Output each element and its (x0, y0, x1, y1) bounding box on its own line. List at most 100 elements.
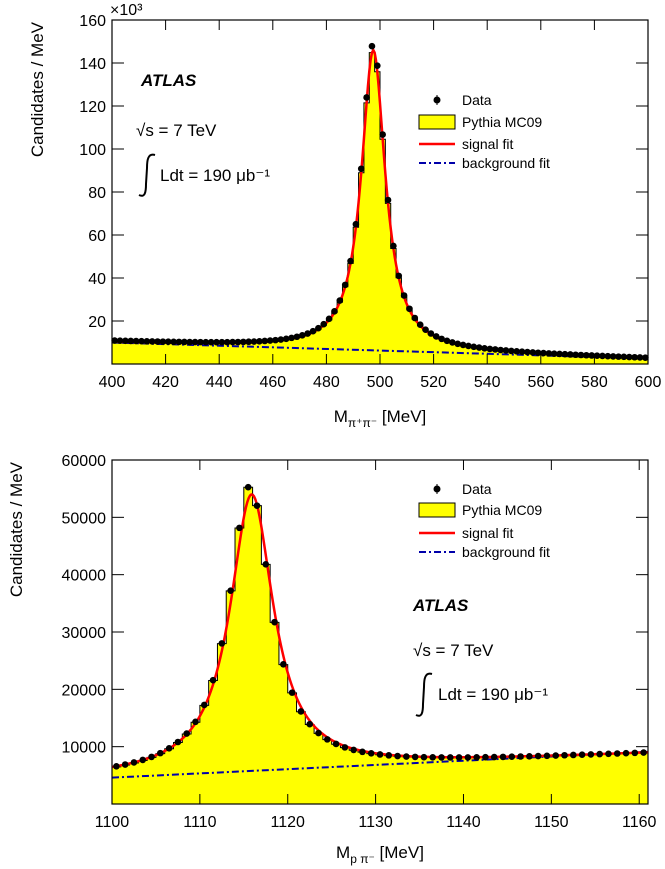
legend-mc-swatch (418, 502, 456, 518)
data-point (570, 751, 577, 759)
data-point (438, 754, 445, 761)
data-point (395, 272, 403, 280)
x-tick-labels: 1100 1110 1120 1130 1140 1150 1160 (95, 814, 657, 831)
data-point (411, 314, 419, 322)
legend-signal-label: signal fit (462, 136, 513, 152)
data-point (288, 689, 296, 696)
data-point (578, 751, 586, 758)
data-point (132, 337, 140, 345)
y-tick-label: 160 (79, 13, 106, 30)
x-tick-labels: 400 420 440 460 480 500 520 540 560 580 600 (99, 374, 662, 391)
data-point (262, 561, 270, 568)
x-tick-label: 1160 (622, 814, 657, 831)
legend-data-label: Data (462, 481, 492, 497)
data-point (636, 354, 644, 361)
y-tick-label: 50000 (62, 510, 107, 527)
x-tick-label: 1150 (534, 814, 569, 831)
data-point (293, 333, 301, 341)
data-point (341, 744, 349, 751)
y-tick-label: 40000 (62, 568, 107, 585)
y-tick-label: 140 (79, 56, 106, 73)
data-point (481, 344, 488, 352)
data-point (347, 257, 354, 265)
data-point (127, 337, 135, 345)
data-point (245, 338, 252, 346)
data-point (432, 333, 440, 340)
data-point (403, 753, 410, 760)
data-point (449, 339, 456, 346)
data-point (170, 338, 177, 346)
legend-mc-swatch (418, 114, 456, 130)
data-point (566, 351, 574, 358)
data-point (416, 321, 424, 328)
data-point (561, 350, 569, 358)
data-point (332, 740, 340, 748)
legend: Data Pythia MC09 signal fit background f… (418, 481, 550, 560)
data-point (620, 353, 628, 361)
data-point (331, 307, 338, 315)
data-point (529, 349, 537, 356)
data-point (518, 348, 526, 356)
x-tick-label: 560 (527, 374, 554, 391)
legend-background-label: background fit (462, 155, 550, 171)
data-point (236, 524, 243, 532)
data-point (157, 749, 164, 757)
legend-mc-label: Pythia MC09 (462, 502, 542, 518)
data-point (534, 349, 542, 357)
lambda-mass-panel: 1100 1110 1120 1130 1140 1150 1160 10000 20000 3… (7, 453, 657, 866)
data-point (429, 754, 437, 761)
data-point (615, 353, 622, 360)
data-point (227, 587, 234, 594)
x-tick-label: 1140 (446, 814, 481, 831)
luminosity-label: Ldt = 190 μb⁻¹ (160, 166, 270, 185)
y-tick-label: 30000 (62, 625, 107, 642)
data-point (508, 753, 516, 761)
data-points (111, 42, 649, 361)
x-tick-label: 1130 (358, 814, 393, 831)
data-point (298, 332, 306, 339)
data-point (427, 330, 435, 337)
data-point (122, 337, 129, 345)
data-point (234, 338, 242, 346)
data-point (587, 751, 595, 758)
data-point (604, 352, 612, 360)
data-point (545, 350, 553, 357)
data-point (341, 281, 349, 289)
data-point (277, 336, 285, 343)
data-point (459, 341, 467, 349)
data-point (272, 336, 279, 344)
y-tick-label: 10000 (62, 740, 107, 757)
x-tick-label: 600 (635, 374, 662, 391)
data-point (524, 348, 531, 356)
data-point (200, 701, 208, 709)
data-point (390, 242, 397, 250)
data-point (202, 338, 210, 346)
data-point (323, 736, 331, 743)
x-axis-title: Mπ⁺π⁻ [MeV] (334, 407, 427, 430)
y-tick-label: 20000 (62, 682, 107, 699)
x-tick-label: 1100 (95, 814, 130, 831)
data-point (550, 350, 558, 357)
data-point (111, 337, 118, 344)
data-point (508, 347, 515, 355)
kaon-mass-panel: 400 420 440 460 480 500 520 540 560 580 600 20 40 60… (28, 2, 661, 430)
data-point (625, 353, 633, 361)
data-point (130, 759, 138, 766)
data-point (577, 351, 585, 359)
data-point (159, 338, 167, 345)
data-point (411, 753, 419, 761)
y-tick-label: 80 (88, 185, 106, 202)
y-tick-label: 60000 (62, 453, 107, 470)
data-point (271, 618, 278, 626)
data-point (250, 338, 258, 345)
data-point (438, 335, 445, 343)
data-point (288, 334, 295, 342)
luminosity-label: Ldt = 190 μb⁻¹ (438, 685, 548, 704)
data-point (446, 754, 454, 761)
x-tick-label: 420 (152, 374, 179, 391)
data-point (261, 337, 269, 345)
data-point (394, 752, 401, 760)
data-point (443, 337, 451, 345)
y-axis-title: Candidates / MeV (28, 21, 47, 157)
